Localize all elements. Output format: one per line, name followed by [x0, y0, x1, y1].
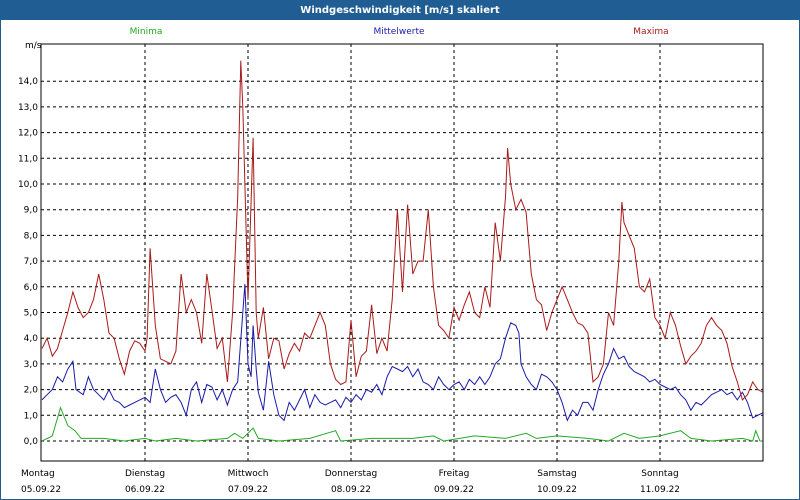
y-tick-label: 6,0 — [24, 283, 39, 293]
x-tick-day: Freitag — [439, 469, 470, 479]
x-tick-day: Donnerstag — [325, 469, 378, 479]
y-tick-label: 1,0 — [24, 411, 39, 421]
wind-speed-chart: m/s Minima Mittelwerte Maxima 0,0 1,0 2,0 3… — [18, 27, 764, 495]
series-lines — [41, 60, 764, 442]
x-tick-date: 08.09.22 — [331, 485, 371, 495]
x-tick-date: 06.09.22 — [125, 485, 165, 495]
x-tick-date: 11.09.22 — [640, 485, 680, 495]
legend-maxima: Maxima — [633, 27, 668, 37]
x-tick-labels: Montag 05.09.22 Dienstag 06.09.22 Mittwoch 07… — [21, 469, 680, 495]
plot-area-frame — [40, 43, 764, 462]
y-tick-label: 4,0 — [24, 334, 39, 344]
y-tick-label: 14,0 — [18, 77, 38, 87]
gridlines — [41, 44, 763, 461]
minima-line — [41, 406, 763, 442]
y-tick-labels: 0,0 1,0 2,0 3,0 4,0 5,0 6,0 7,0 8,0 9,0 10,0 11,0 12… — [18, 77, 38, 447]
mittelwerte-line — [41, 284, 764, 422]
window-title: Windgeschwindigkeit [m/s] skaliert — [1, 1, 799, 20]
maxima-line — [41, 60, 764, 401]
x-tick-day: Mittwoch — [228, 469, 269, 479]
y-tick-label: 3,0 — [24, 360, 39, 370]
x-tick-day: Samstag — [537, 469, 576, 479]
x-tick-day: Montag — [21, 469, 55, 479]
x-tick-day: Sonntag — [641, 469, 678, 479]
y-tick-label: 9,0 — [24, 206, 39, 216]
y-tick-label: 0,0 — [24, 437, 39, 447]
x-tick-date: 05.09.22 — [21, 485, 61, 495]
x-tick-date: 09.09.22 — [434, 485, 474, 495]
y-tick-label: 11,0 — [18, 154, 38, 164]
y-tick-label: 13,0 — [18, 103, 38, 113]
x-tick-date: 07.09.22 — [228, 485, 268, 495]
legend-minima: Minima — [130, 27, 163, 37]
x-tick-day: Dienstag — [125, 469, 165, 479]
x-tick-date: 10.09.22 — [537, 485, 577, 495]
y-tick-label: 8,0 — [24, 231, 39, 241]
y-tick-label: 2,0 — [24, 386, 39, 396]
y-tick-label: 5,0 — [24, 309, 39, 319]
y-axis-unit: m/s — [25, 41, 42, 51]
y-tick-label: 12,0 — [18, 129, 38, 139]
y-tick-label: 10,0 — [18, 180, 38, 190]
legend-mittelwerte: Mittelwerte — [373, 27, 424, 37]
y-tick-label: 7,0 — [24, 257, 39, 267]
